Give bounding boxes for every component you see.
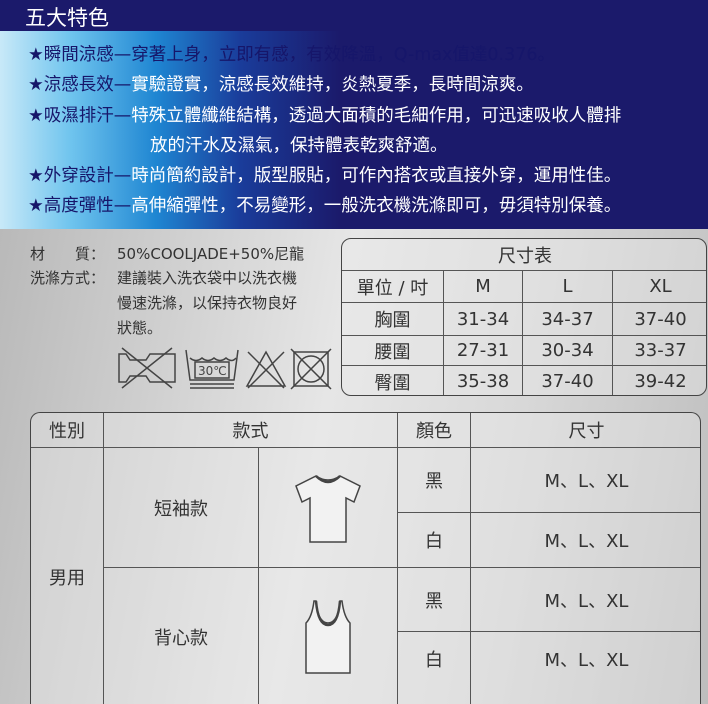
style-table: 性別 款式 顏色 尺寸 男用 短袖款 背心款 黑 白 黑 白 M、L、XL M、… [30, 412, 701, 704]
color-cell: 黑 [398, 448, 471, 513]
feature-4: ★外穿設計—時尚簡約設計，版型服貼，可作內搭衣或直接外穿，運用性佳。 [28, 162, 621, 187]
t-shirt-icon [259, 448, 398, 568]
style-name: 背心款 [104, 568, 259, 704]
feature-head: ★涼感長效— [28, 75, 132, 95]
size-value: 34-37 [523, 303, 613, 336]
feature-1: ★瞬間涼感—穿著上身，立即有感，有效降溫，Q-max值達0.376。 [28, 41, 555, 66]
material-label: 材 質： [30, 245, 106, 263]
feature-text: 特殊立體纖維結構，透過大面積的毛細作用，可迅速吸收人體排 [131, 106, 622, 126]
tank-top-icon [259, 568, 398, 704]
no-bleach-icon [245, 350, 287, 389]
feature-head: ★外穿設計— [28, 166, 132, 186]
spec-area [0, 229, 708, 704]
size-cell: M、L、XL [471, 568, 700, 632]
no-dry-clean-icon [290, 348, 332, 390]
washing-label: 洗滌方式： [30, 269, 106, 287]
size-cell: M、L、XL [471, 448, 700, 513]
care-icons: 30℃ [118, 347, 332, 390]
size-row-label: 腰圍 [342, 336, 444, 366]
size-cell: M、L、XL [544, 650, 629, 671]
features-panel: ★瞬間涼感—穿著上身，立即有感，有效降溫，Q-max值達0.376。 ★涼感長效… [0, 31, 708, 229]
feature-2: ★涼感長效—實驗證實，涼感長效維持，炎熱夏季，長時間涼爽。 [28, 71, 534, 96]
style-header: 性別 [31, 413, 104, 448]
size-cell: M、L、XL [471, 513, 700, 568]
style-header: 款式 [104, 413, 398, 448]
size-value: 35-38 [444, 366, 523, 395]
size-value: 37-40 [613, 303, 706, 336]
wash-30c-icon: 30℃ [185, 349, 239, 389]
feature-text: 實驗證實，涼感長效維持，炎熱夏季，長時間涼爽。 [131, 75, 534, 95]
size-header: XL [613, 271, 706, 303]
washing-line: 狀態。 [117, 319, 163, 337]
size-chart: 尺寸表 單位 / 吋 M L XL 胸圍 31-34 34-37 37-40 腰圍 27-… [341, 238, 707, 396]
gender-cell: 男用 [31, 448, 104, 704]
feature-text: 高伸縮彈性，不易變形，一般洗衣機洗滌即可，毋須特別保養。 [131, 196, 622, 216]
feature-head: ★吸濕排汗— [28, 106, 132, 126]
feature-3-cont: 放的汗水及濕氣，保持體表乾爽舒適。 [150, 136, 448, 156]
size-value: 33-37 [613, 336, 706, 366]
size-row-label: 胸圍 [342, 303, 444, 336]
feature-3: ★吸濕排汗—特殊立體纖維結構，透過大面積的毛細作用，可迅速吸收人體排 [28, 102, 621, 127]
washing-line: 慢速洗滌，以保持衣物良好 [117, 294, 298, 312]
size-chart-title: 尺寸表 [342, 239, 706, 271]
color-cell: 黑 [398, 568, 471, 632]
size-header: L [523, 271, 613, 303]
style-header: 顏色 [398, 413, 471, 448]
size-value: 27-31 [444, 336, 523, 366]
no-tumble-dry-icon [118, 347, 176, 389]
material-value: 50%COOLJADE+50%尼龍 [117, 245, 305, 263]
size-value: 30-34 [523, 336, 613, 366]
size-value: 39-42 [634, 371, 687, 392]
size-value: 37-40 [523, 366, 613, 395]
size-header: M [444, 271, 523, 303]
color-cell: 白 [398, 513, 471, 568]
page-title: 五大特色 [25, 6, 109, 30]
washing-line: 建議裝入洗衣袋中以洗衣機 [117, 269, 298, 287]
feature-head: ★瞬間涼感— [28, 45, 132, 65]
style-header: 尺寸 [471, 413, 700, 448]
care-temp: 30℃ [198, 364, 227, 378]
size-row-label: 臀圍 [342, 366, 444, 395]
feature-text: 時尚簡約設計，版型服貼，可作內搭衣或直接外穿，運用性佳。 [131, 166, 622, 186]
size-value: 31-34 [444, 303, 523, 336]
size-header: 單位 / 吋 [342, 271, 444, 303]
feature-5: ★高度彈性—高伸縮彈性，不易變形，一般洗衣機洗滌即可，毋須特別保養。 [28, 192, 621, 217]
header-band: 五大特色 [0, 0, 708, 31]
feature-head: ★高度彈性— [28, 196, 132, 216]
feature-text: 穿著上身，立即有感，有效降溫，Q-max值達0.376。 [131, 45, 556, 65]
style-name: 短袖款 [104, 448, 259, 568]
color-cell: 白 [398, 632, 471, 704]
